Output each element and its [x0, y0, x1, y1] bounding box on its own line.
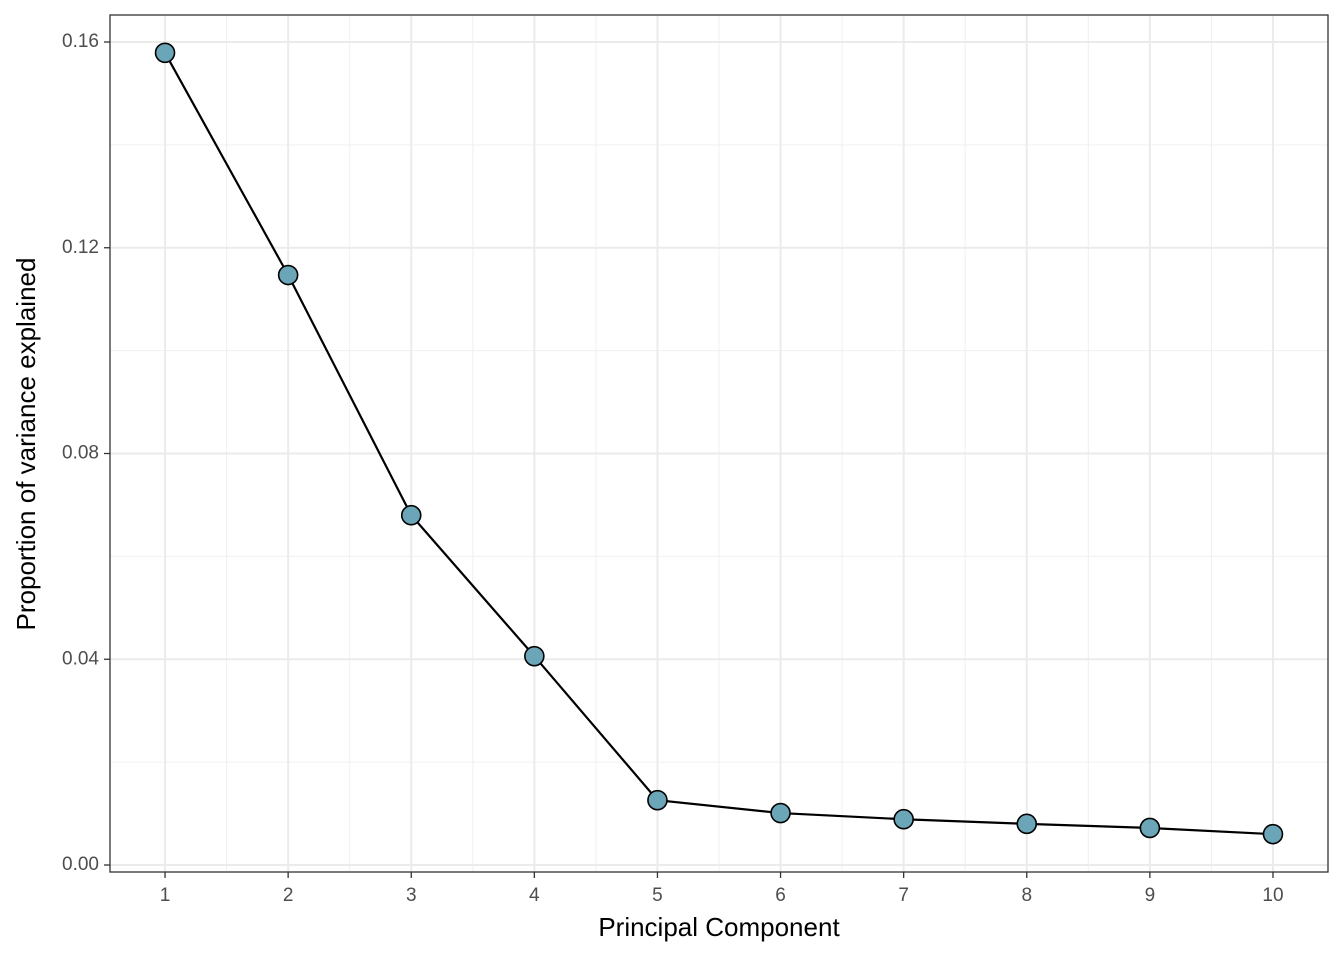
- x-tick-label: 1: [160, 885, 171, 906]
- point: [1139, 817, 1161, 839]
- point: [1016, 813, 1038, 835]
- panel-border: [109, 14, 1329, 873]
- point: [154, 42, 176, 64]
- x-tick-label: 7: [898, 885, 909, 906]
- x-tick-label: 9: [1145, 885, 1156, 906]
- y-tick-label: 0.16: [62, 31, 99, 52]
- x-tick-label: 6: [775, 885, 786, 906]
- y-tick-label: 0.00: [62, 854, 99, 875]
- y-tick-label: 0.12: [62, 237, 99, 258]
- x-tick-label: 2: [283, 885, 294, 906]
- x-tick-label: 10: [1262, 885, 1283, 906]
- y-tick-label: 0.08: [62, 443, 99, 464]
- x-tick-label: 5: [652, 885, 663, 906]
- y-axis-title: Proportion of variance explained: [11, 258, 41, 631]
- point: [277, 264, 299, 286]
- point: [1262, 823, 1284, 845]
- line: [164, 52, 1274, 836]
- x-tick-label: 3: [406, 885, 417, 906]
- x-tick-label: 8: [1021, 885, 1032, 906]
- x-tick-label: 4: [529, 885, 540, 906]
- point: [524, 645, 545, 667]
- x-axis-title: Principal Component: [598, 912, 840, 942]
- point: [770, 802, 791, 824]
- y-tick-label: 0.04: [62, 648, 99, 669]
- point: [400, 504, 422, 526]
- point: [893, 808, 914, 830]
- point: [647, 789, 668, 811]
- plot: [154, 42, 1284, 845]
- grid: [110, 15, 1328, 872]
